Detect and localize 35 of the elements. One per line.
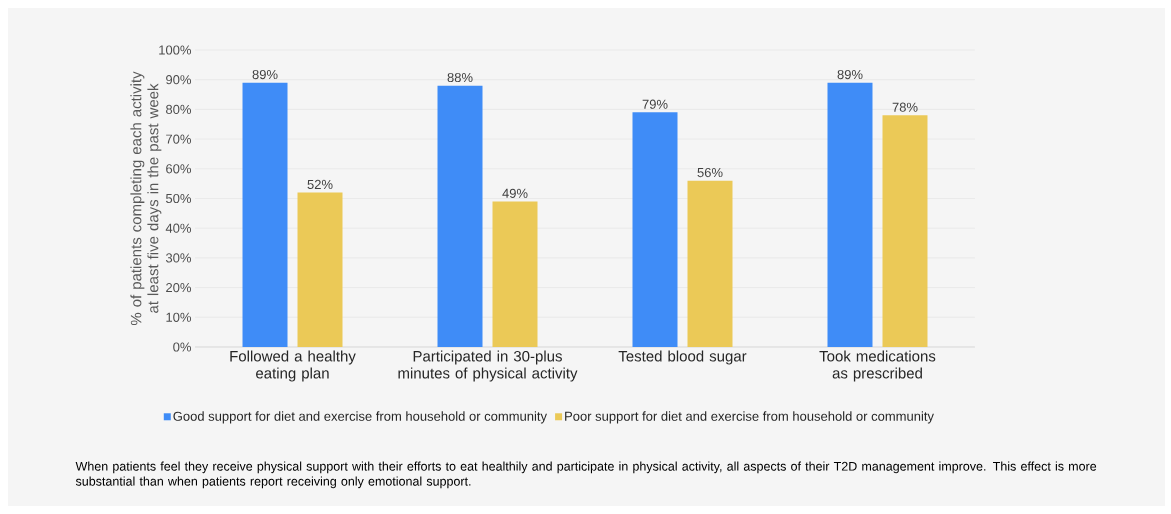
data-label: 49% [502, 188, 528, 198]
text: When patients feel they receive physical support with their efforts to eat healthily and participate in physical activity, all aspects of their T2D management improve. This effect is more substantial than when patients report receiving only emotional support. [75, 461, 1097, 489]
bar [297, 192, 343, 347]
data-label: 89% [837, 69, 863, 80]
data-label: 88% [447, 72, 473, 83]
bar [632, 112, 678, 347]
y-tick-label: 90% [166, 75, 192, 85]
x-tick-label: Followed a healthy eating plan [230, 350, 356, 382]
bar [882, 115, 928, 347]
bar [242, 82, 288, 347]
bar [827, 82, 873, 347]
data-label: 56% [697, 167, 723, 178]
y-tick-label: 100% [159, 45, 192, 55]
y-tick-label: 80% [166, 104, 192, 114]
y-tick-label: 0% [173, 342, 192, 352]
y-tick-label: 20% [166, 282, 192, 293]
data-label: 78% [892, 102, 918, 112]
x-tick-label: Took medications as prescribed [819, 350, 936, 382]
bar [437, 85, 483, 347]
legend-label: Good support for diet and exercise from household or community [173, 411, 547, 424]
x-tick-label: Tested blood sugar [618, 350, 747, 365]
y-tick-label: 60% [166, 164, 192, 174]
y-tick-label: 70% [166, 134, 192, 144]
y-axis-title: % of patients completing each activity at least five days in the past week [130, 71, 162, 326]
data-label: 89% [252, 69, 278, 80]
data-label: 79% [642, 99, 668, 109]
bar [492, 201, 538, 347]
y-tick-label: 40% [165, 223, 192, 233]
bar [687, 180, 733, 347]
y-tick-label: 10% [166, 312, 192, 322]
y-tick-label: 30% [165, 253, 192, 263]
y-tick-label: 50% [165, 193, 192, 204]
legend-label: Poor support for diet and exercise from household or community [565, 411, 934, 424]
data-label: 52% [307, 179, 333, 190]
x-tick-label: Participated in 30-plus minutes of physical activity [398, 350, 578, 382]
